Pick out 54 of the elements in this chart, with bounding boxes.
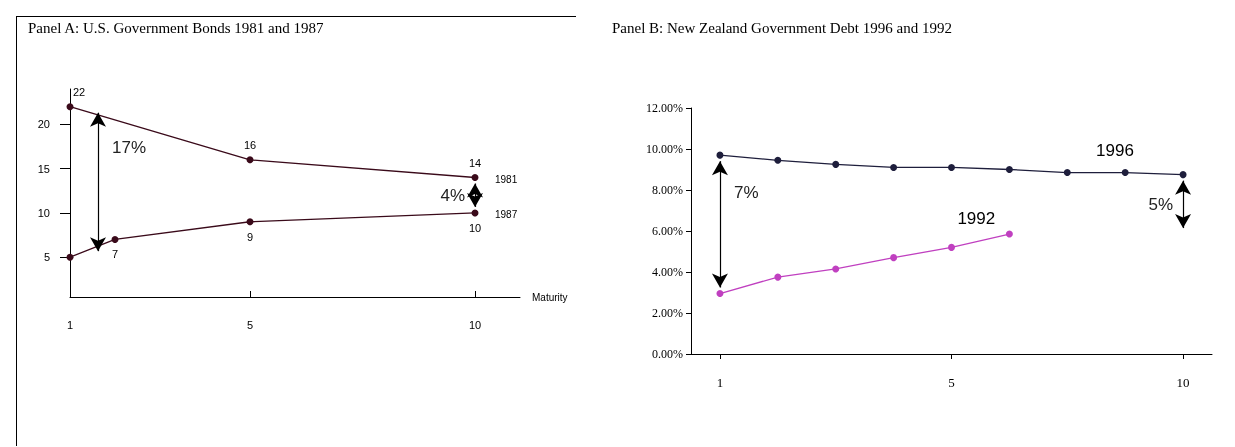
annotation: 4%	[440, 185, 465, 205]
x-tick-label: 10	[468, 318, 482, 331]
y-tick-label: 20	[37, 118, 50, 131]
data-label: 16	[243, 138, 257, 151]
y-tick-label: 10	[37, 206, 50, 219]
annotation: 17%	[112, 137, 147, 157]
x-tick-label: 1	[66, 318, 74, 331]
y-tick-label: 12.00%	[646, 101, 683, 115]
annotation: 5%	[1148, 194, 1174, 214]
x-tick-label: 1	[716, 375, 724, 390]
x-tick-label: 10	[1176, 375, 1190, 390]
point	[1063, 169, 1071, 177]
point	[471, 174, 479, 182]
y-tick-label: 10.00%	[646, 142, 683, 156]
point	[1179, 171, 1187, 179]
y-tick-label: 4.00%	[652, 265, 683, 279]
y-tick-label: 8.00%	[652, 183, 683, 197]
y-tick-label: 5	[43, 251, 50, 264]
y-tick-label: 0.00%	[652, 347, 683, 361]
point	[111, 235, 119, 243]
x-tick-label: 5	[948, 375, 955, 390]
data-label: 9	[246, 230, 254, 243]
point	[948, 163, 955, 171]
point	[774, 273, 782, 281]
series-label: 1987	[495, 209, 518, 221]
y-tick-label: 2.00%	[652, 306, 683, 320]
data-label: 10	[468, 221, 482, 234]
series-label: 1981	[495, 174, 518, 186]
series-label: 1992	[957, 208, 996, 228]
x-tick-label: 5	[246, 318, 254, 331]
point	[1005, 166, 1013, 173]
point	[1005, 230, 1013, 238]
chart-title: Panel B: New Zealand Government Debt 1996 and 1992	[612, 20, 952, 37]
point	[246, 218, 254, 226]
point	[66, 103, 74, 111]
chart-title: Panel A: U.S. Government Bonds 1981 and 1987	[28, 20, 324, 37]
point	[246, 156, 254, 164]
point	[716, 290, 724, 298]
x-axis-title: Maturity	[532, 291, 568, 303]
point	[1121, 169, 1129, 177]
point	[890, 254, 898, 262]
data-label: 22	[72, 85, 86, 98]
point	[948, 243, 955, 251]
y-tick-label: 15	[37, 162, 50, 175]
point	[832, 265, 840, 273]
point	[832, 160, 840, 168]
point	[890, 163, 898, 171]
series-label: 1996	[1096, 141, 1134, 161]
annotation: 7%	[733, 183, 759, 203]
y-tick-label: 6.00%	[652, 224, 683, 238]
data-label: 7	[111, 248, 119, 261]
data-label: 14	[468, 156, 482, 169]
point	[716, 151, 724, 159]
point	[774, 156, 782, 164]
